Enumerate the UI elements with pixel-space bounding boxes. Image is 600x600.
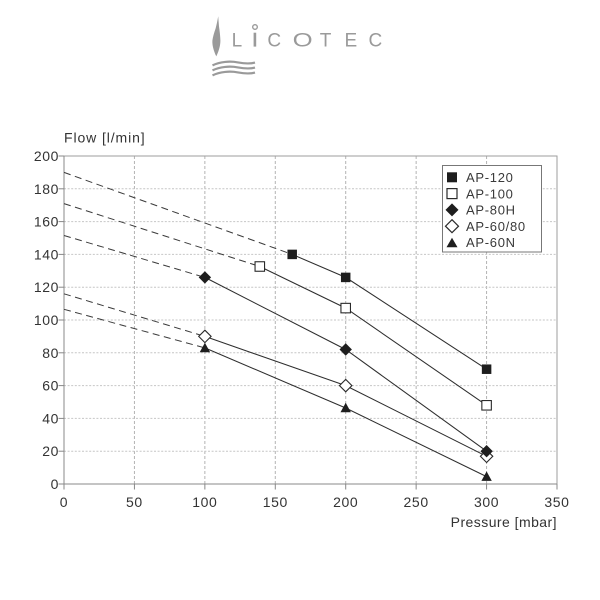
svg-text:120: 120 <box>34 279 59 295</box>
svg-text:Pressure [mbar]: Pressure [mbar] <box>451 514 557 530</box>
svg-text:60: 60 <box>42 378 59 394</box>
svg-text:200: 200 <box>333 494 358 510</box>
svg-text:AP-60N: AP-60N <box>466 235 516 250</box>
svg-text:O: O <box>293 31 313 52</box>
svg-text:100: 100 <box>34 312 59 328</box>
svg-text:0: 0 <box>51 476 59 492</box>
svg-text:E: E <box>345 31 358 52</box>
svg-text:AP-60/80: AP-60/80 <box>466 219 526 234</box>
svg-text:C: C <box>267 31 281 52</box>
svg-text:150: 150 <box>263 494 288 510</box>
svg-text:0: 0 <box>60 494 68 510</box>
svg-text:80: 80 <box>42 345 59 361</box>
svg-text:140: 140 <box>34 246 59 262</box>
svg-text:100: 100 <box>192 494 217 510</box>
svg-text:200: 200 <box>34 148 59 164</box>
svg-text:T: T <box>320 31 332 52</box>
svg-text:250: 250 <box>404 494 429 510</box>
svg-text:20: 20 <box>42 443 59 459</box>
svg-text:AP-100: AP-100 <box>466 186 514 201</box>
svg-text:350: 350 <box>544 494 569 510</box>
svg-text:180: 180 <box>34 181 59 197</box>
svg-text:300: 300 <box>474 494 499 510</box>
svg-text:L: L <box>232 31 243 52</box>
svg-text:AP-120: AP-120 <box>466 170 514 185</box>
svg-text:50: 50 <box>126 494 143 510</box>
svg-text:AP-80H: AP-80H <box>466 203 516 218</box>
svg-text:Flow [l/min]: Flow [l/min] <box>64 130 146 146</box>
svg-text:160: 160 <box>34 214 59 230</box>
svg-text:40: 40 <box>42 410 59 426</box>
svg-text:C: C <box>369 31 383 52</box>
